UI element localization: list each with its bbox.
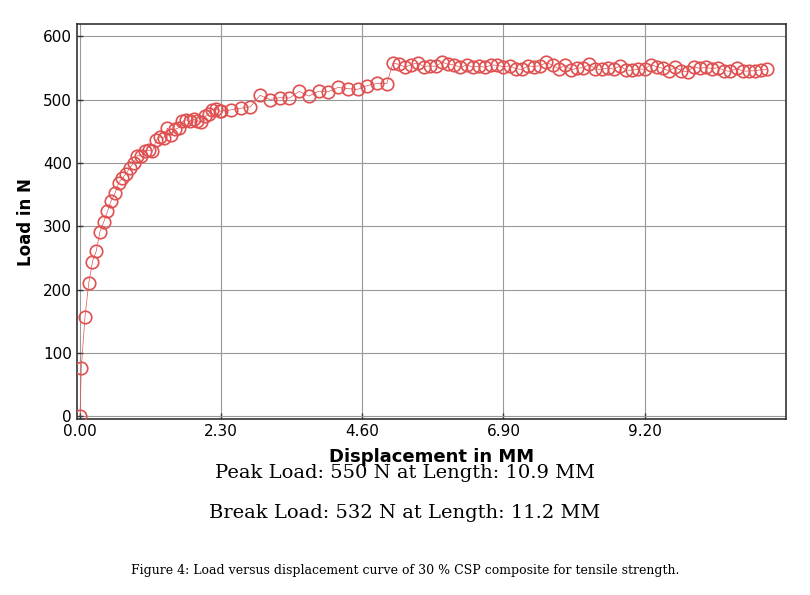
Text: Break Load: 532 N at Length: 11.2 MM: Break Load: 532 N at Length: 11.2 MM <box>209 504 601 522</box>
Text: Peak Load: 550 N at Length: 10.9 MM: Peak Load: 550 N at Length: 10.9 MM <box>215 464 595 482</box>
X-axis label: Displacement in MM: Displacement in MM <box>329 447 534 466</box>
Y-axis label: Load in N: Load in N <box>17 178 35 265</box>
Text: Figure 4: Load versus displacement curve of 30 % CSP composite for tensile stren: Figure 4: Load versus displacement curve… <box>130 563 680 577</box>
